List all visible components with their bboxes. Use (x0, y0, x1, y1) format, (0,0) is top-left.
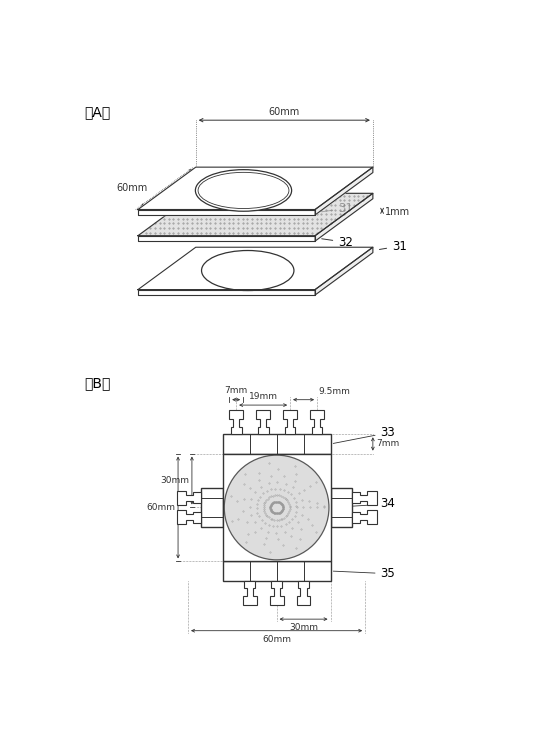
Polygon shape (256, 410, 270, 434)
Polygon shape (138, 290, 315, 295)
Text: 31: 31 (380, 239, 407, 253)
Polygon shape (229, 410, 243, 434)
Polygon shape (296, 580, 311, 605)
Polygon shape (138, 167, 373, 209)
Bar (331, 488, 352, 527)
Text: 7mm: 7mm (225, 386, 248, 395)
Ellipse shape (224, 455, 329, 560)
Polygon shape (243, 580, 257, 605)
Polygon shape (315, 247, 373, 295)
Bar (223, 561, 331, 580)
Text: 34: 34 (333, 498, 396, 510)
Polygon shape (176, 491, 201, 505)
Text: 19mm: 19mm (249, 392, 278, 401)
Polygon shape (269, 580, 284, 605)
Text: （A）: （A） (84, 105, 110, 119)
Text: 30mm: 30mm (160, 476, 189, 485)
Text: 40mm: 40mm (224, 197, 255, 206)
Polygon shape (310, 410, 324, 434)
Text: 60mm: 60mm (116, 183, 148, 193)
Polygon shape (283, 410, 297, 434)
Text: 60mm: 60mm (262, 635, 291, 643)
Text: 60mm: 60mm (146, 503, 175, 512)
Polygon shape (138, 209, 315, 215)
Polygon shape (176, 510, 201, 524)
Bar (201, 488, 223, 527)
Text: 60mm: 60mm (269, 107, 300, 117)
Text: 30mm: 30mm (289, 623, 318, 632)
Text: 1mm: 1mm (385, 207, 410, 217)
Polygon shape (352, 491, 377, 505)
Text: 35: 35 (333, 567, 395, 580)
Text: 32: 32 (322, 236, 353, 249)
Text: 9.5mm: 9.5mm (318, 386, 350, 396)
Text: 7mm: 7mm (376, 439, 399, 449)
Text: 31: 31 (322, 202, 353, 215)
Polygon shape (352, 510, 377, 524)
Ellipse shape (196, 170, 291, 212)
Polygon shape (315, 167, 373, 215)
Polygon shape (315, 193, 373, 241)
Polygon shape (138, 247, 373, 290)
Polygon shape (138, 236, 315, 241)
Bar (223, 454, 331, 561)
Text: （B）: （B） (84, 376, 111, 391)
Polygon shape (138, 193, 373, 236)
Bar (223, 434, 331, 454)
Text: 33: 33 (333, 426, 395, 444)
